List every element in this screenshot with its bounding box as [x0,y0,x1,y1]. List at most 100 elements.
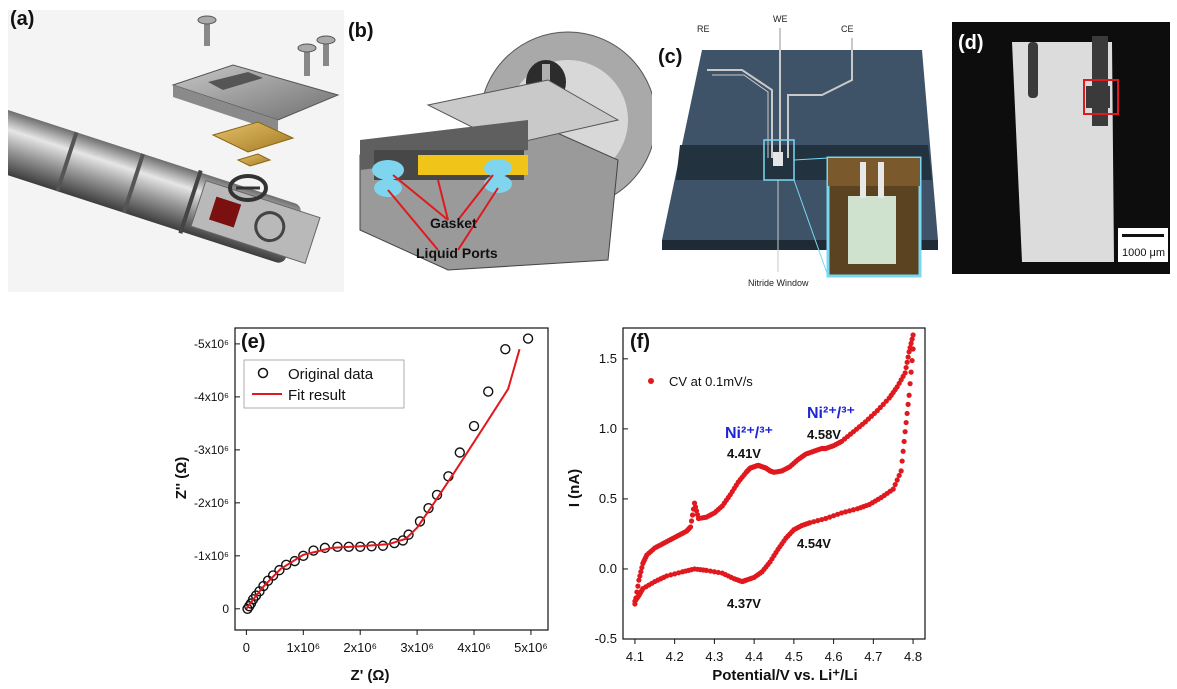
cv-data-point [711,569,717,575]
x-tick-label: 1x10⁶ [287,640,321,655]
legend-box [243,359,405,409]
plot-frame [622,327,926,640]
optical-micrograph: 1000 μm [952,22,1170,274]
cv-data-point [707,568,714,574]
cv-data-point [908,369,914,375]
ce-label: CE [841,24,854,34]
cv-data-point [672,571,678,577]
panel-f-label: (f) [630,331,650,353]
cv-data-point [815,518,821,524]
panel-a-label: (a) [10,10,35,30]
cv-data-point [632,598,638,604]
cv-data-point [636,577,642,583]
y-tick-label: 0 [222,602,229,616]
cv-data-point [900,448,906,454]
y-tick-label: -1x10⁶ [194,549,229,563]
x-tick-label: 4.8 [904,649,922,664]
cv-data-point [909,357,915,364]
scale-bar-label: 1000 μm [1122,247,1165,259]
cv-data-point [823,515,829,522]
data-point-original [289,555,300,567]
legend-marker-cv [648,378,654,384]
fit-result-line [245,348,521,610]
cv-data-point [842,509,849,515]
panel-e-impedance-chart: 0 1x10⁶ 2x10⁶ 3x10⁶ 4x10⁶ 5x10⁶ 0 -1x10⁶ -2x10⁶ -… [170,318,560,689]
cv-data-point [899,458,905,464]
cv-data-point [635,583,641,589]
cv-data-point [639,564,645,571]
gasket-label: Gasket [430,215,477,231]
data-point-original [500,343,511,355]
legend-original-data: Original data [288,366,374,383]
panel-f-cv-chart: 4.1 4.2 4.3 4.4 4.5 4.6 4.7 4.8 -0.5 0.0 0.5 1.0 1.5… [565,318,945,689]
cv-data-point [819,516,825,523]
data-point-original [403,529,414,540]
panel-c-chip-schematic: RE WE CE Nitride Window (c) [652,10,944,292]
cv-data-point [831,513,837,519]
panel-b-cross-section: Gasket Liquid Ports (b) [348,10,652,292]
y-tick-label: -3x10⁶ [194,443,229,457]
cv-data-point [689,512,696,518]
x-axis-label: Potential/V vs. Li⁺/Li [712,667,857,684]
legend-cv: CV at 0.1mV/s [669,374,753,389]
cyclic-voltammetry-plot: 4.1 4.2 4.3 4.4 4.5 4.6 4.7 4.8 -0.5 0.0 0.5 1.0 1.5… [566,327,926,684]
panel-b-label: (b) [348,20,374,42]
cv-data-point [688,518,695,524]
cv-data-point [906,392,912,398]
x-tick-label: 4.6 [825,649,843,664]
plot-frame [234,327,549,631]
re-label: RE [697,24,710,34]
annotation-4-54v: 4.54V [797,536,831,551]
x-tick-label: 4.2 [666,649,684,664]
cv-data-point [898,468,904,474]
cv-data-point [903,419,909,426]
cv-data-point [904,359,910,365]
cv-data-point [902,429,908,435]
cv-data-point [854,506,861,512]
cv-data-point [896,472,902,479]
legend-fit-result: Fit result [288,387,346,404]
panel-a-holder-illustration: (a) [8,10,344,292]
cv-data-point [894,477,900,483]
data-point-original [414,516,426,527]
cv-data-point [838,510,845,516]
panel-e-label: (e) [241,331,266,353]
nitride-window-label: Nitride Window [748,278,809,288]
x-tick-label: 4.1 [626,649,644,664]
mems-chip-schematic: RE WE CE Nitride Window [652,10,944,292]
cv-data-point [680,569,686,575]
x-tick-label: 4.3 [705,649,723,664]
cv-data-point [905,354,911,360]
y-tick-label: -0.5 [595,631,617,646]
x-axis-label: Z' (Ω) [351,667,390,684]
x-tick-label: 4.7 [864,649,882,664]
panel-c-label: (c) [658,46,683,68]
data-point-original [281,559,292,571]
cv-data-point [904,410,910,417]
cv-data-point [637,573,643,579]
panel-d-micrograph: 1000 μm (d) [952,22,1170,274]
x-tick-label: 2x10⁶ [343,640,377,655]
data-point-original [274,564,285,576]
data-point-original [267,570,279,581]
ni-label-1: Ni²⁺/³⁺ [725,425,773,442]
impedance-nyquist-plot: 0 1x10⁶ 2x10⁶ 3x10⁶ 4x10⁶ 5x10⁶ 0 -1x10⁶ -2x10⁶ -… [173,327,549,684]
cv-data-point [908,340,914,347]
y-tick-label: 0.5 [599,491,617,506]
cv-data-point [850,507,857,513]
annotation-4-58v: 4.58V [807,427,841,442]
x-tick-label: 5x10⁶ [514,640,548,655]
y-tick-label: 1.0 [599,421,617,436]
cv-data-point [903,364,909,371]
cv-data-point [676,570,682,576]
x-tick-label: 4x10⁶ [457,640,491,655]
x-tick-label: 3x10⁶ [400,640,434,655]
cv-data-point [638,569,644,575]
cv-data-point [719,570,725,576]
data-point-original [242,603,253,615]
holder-exploded-view [8,10,344,292]
cv-data-point [827,514,833,520]
data-point-original [454,447,465,458]
ni-label-2: Ni²⁺/³⁺ [807,405,855,422]
annotation-4-37v: 4.37V [727,596,761,611]
